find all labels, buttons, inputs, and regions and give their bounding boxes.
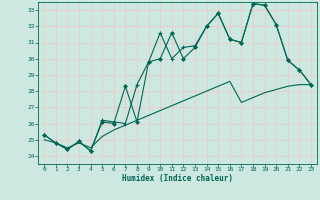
X-axis label: Humidex (Indice chaleur): Humidex (Indice chaleur) <box>122 174 233 183</box>
